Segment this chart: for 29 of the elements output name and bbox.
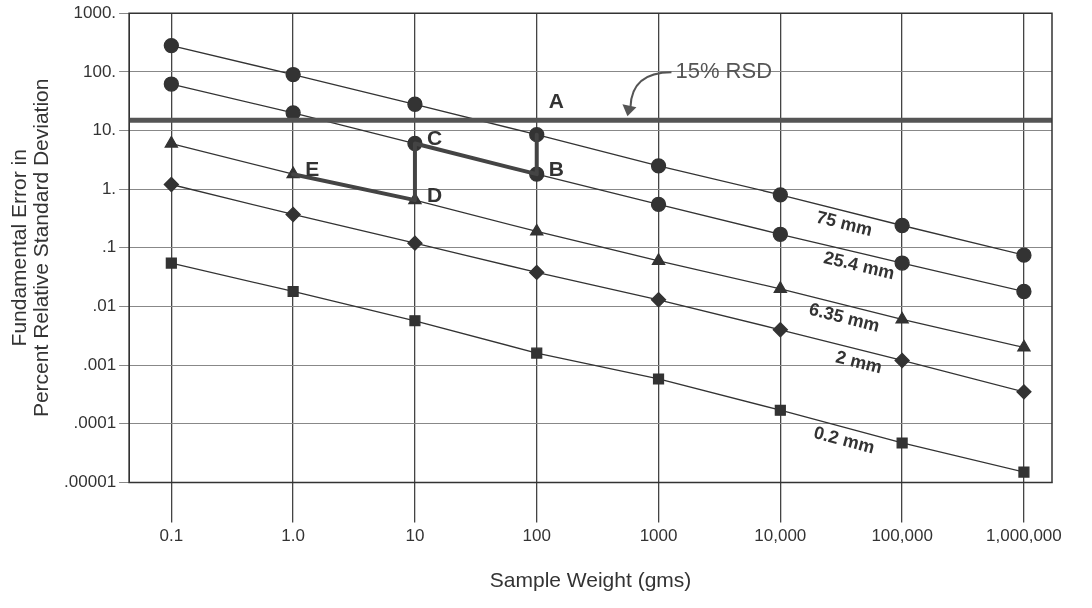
y-tick-label: .001: [83, 354, 117, 374]
text: 2 mm: [833, 346, 885, 378]
x-tick-label: 100,000: [871, 526, 933, 546]
annotation: C: [426, 126, 443, 150]
text: 25.4 mm: [821, 247, 897, 284]
y-tick-label: 1.: [101, 178, 117, 198]
y-tick-label: .0001: [73, 413, 117, 433]
annotation: D: [426, 182, 443, 206]
y-axis-title: Fundamental Error in Percent Relative Standard Deviation: [6, 78, 52, 418]
annotation: E: [305, 156, 320, 180]
y-tick-label: .01: [92, 296, 117, 316]
text: 75 mm: [814, 206, 875, 240]
y-tick-label: .00001: [64, 472, 117, 492]
y-tick-label: .1: [101, 237, 117, 257]
x-axis-title: Sample Weight (gms): [489, 568, 692, 592]
x-tick-label: 1,000,000: [986, 526, 1062, 546]
y-tick-label: 10.: [92, 120, 117, 140]
annotation: A: [548, 88, 564, 112]
text: 6.35 mm: [807, 298, 882, 336]
text: 0.2 mm: [811, 422, 877, 458]
x-tick-label: 100: [522, 526, 551, 546]
y-tick-label: 1000.: [73, 2, 117, 22]
annotation: B: [548, 156, 564, 180]
x-tick-label: 1000: [639, 526, 678, 546]
x-tick-label: 1.0: [281, 526, 305, 546]
x-tick-label: 10,000: [754, 526, 807, 546]
x-tick-label: 10: [405, 526, 425, 546]
y-tick-label: 100.: [83, 61, 117, 81]
x-tick-label: 0.1: [159, 526, 184, 546]
